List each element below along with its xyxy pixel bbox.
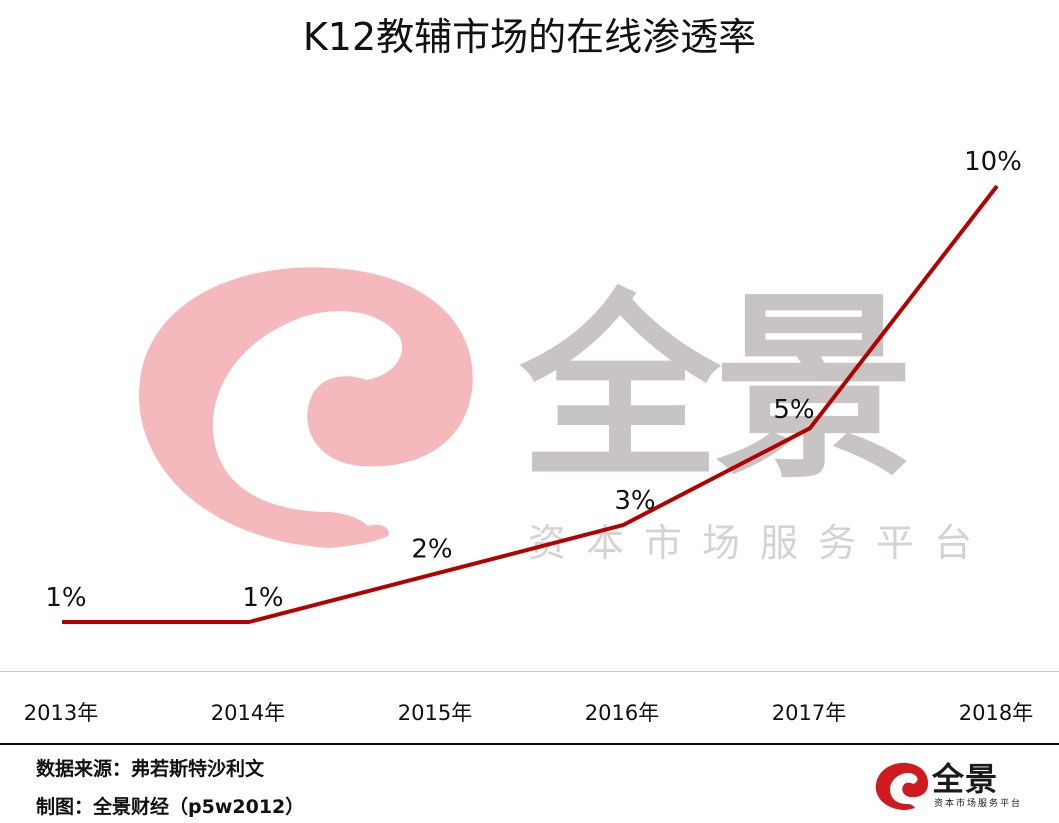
x-tick-label: 2017年 [772, 701, 846, 725]
x-tick-label: 2014年 [211, 701, 285, 725]
data-label: 10% [964, 147, 1022, 177]
swirl-logo-icon [875, 762, 929, 810]
x-tick-label: 2018年 [959, 701, 1033, 725]
series-line [62, 184, 999, 624]
chart-title: K12教辅市场的在线渗透率 [302, 15, 757, 59]
x-tick-label: 2016年 [585, 701, 659, 725]
watermark-brand-name: 全景 [520, 273, 914, 506]
data-source-note: 数据来源：弗若斯特沙利文 [36, 758, 265, 780]
data-label: 1% [242, 583, 283, 613]
logo-brand-tagline: 资本市场服务平台 [934, 799, 1023, 809]
watermark-swirl-icon [139, 267, 473, 548]
data-label: 2% [411, 535, 452, 565]
logo-brand-name: 全景 [932, 760, 999, 798]
data-label: 1% [45, 583, 86, 613]
footer-divider [0, 743, 1059, 745]
brand-logo: 全景 资本市场服务平台 [870, 752, 1030, 814]
x-axis-line [0, 671, 1059, 672]
x-tick-label: 2015年 [398, 701, 472, 725]
watermark-brand-tagline: 资本市场服务平台 [528, 521, 993, 565]
data-label: 3% [614, 486, 655, 516]
x-tick-label: 2013年 [24, 701, 98, 725]
data-label: 5% [773, 395, 814, 425]
chart-credit-note: 制图：全景财经（p5w2012） [36, 796, 305, 818]
